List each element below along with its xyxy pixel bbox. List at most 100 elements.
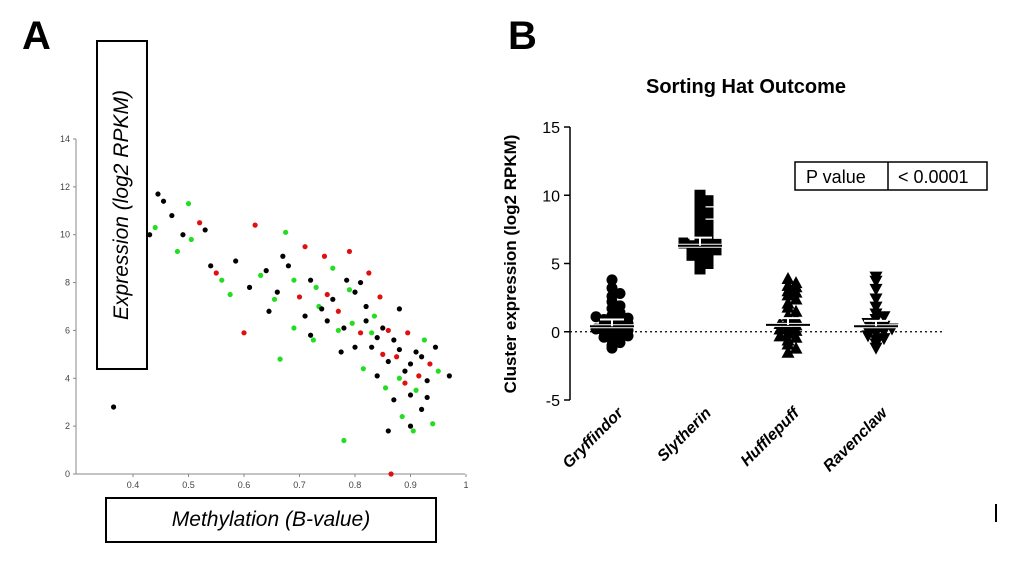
y-tick-label-a: 6: [65, 325, 70, 335]
x-tick-label-a: 0.8: [349, 480, 362, 490]
scatter-point: [346, 248, 353, 255]
marker-triangle-up: [789, 276, 803, 289]
marker-triangle-down: [869, 271, 883, 284]
scatter-point: [174, 248, 180, 255]
scatter-point: [399, 413, 405, 420]
scatter-point: [263, 268, 269, 274]
marker-triangle-up: [781, 345, 795, 358]
scatter-point: [352, 289, 358, 295]
marker-square: [678, 237, 690, 249]
scatter-point: [252, 222, 258, 228]
scatter-point: [319, 306, 325, 312]
scatter-point: [374, 335, 380, 341]
scatter-point: [277, 356, 283, 362]
scatter-point: [338, 349, 344, 355]
scatter-point: [380, 351, 386, 357]
marker-square: [694, 203, 706, 215]
marker-circle: [590, 311, 602, 323]
scatter-point: [391, 337, 397, 343]
scatter-point: [416, 373, 422, 379]
x-tick-label-a: 0.7: [293, 480, 306, 490]
scatter-point: [241, 330, 247, 336]
scatter-point: [407, 392, 414, 398]
marker-square: [702, 195, 714, 207]
scatter-point: [344, 277, 350, 283]
scatter-point: [424, 378, 430, 384]
panel-label-a: A: [22, 14, 51, 58]
y-tick-label-a: 0: [65, 469, 70, 479]
scatter-point: [110, 404, 117, 410]
scatter-point: [302, 313, 308, 319]
scatter-point: [363, 303, 369, 310]
scatter-point: [352, 344, 358, 350]
scatter-point: [308, 277, 314, 283]
scatter-point: [410, 428, 416, 434]
p-value-label: P value: [806, 167, 866, 187]
scatter-point: [349, 320, 355, 326]
scatter-point: [369, 330, 375, 336]
x-tick-label-a: 0.6: [238, 480, 251, 490]
y-tick-label-b: 15: [542, 120, 560, 137]
marker-triangle-down: [869, 301, 883, 314]
scatter-point: [366, 270, 372, 276]
x-tick-label-a: 0.9: [404, 480, 417, 490]
y-axis-label-a: Expression (log2 RPKM): [96, 40, 148, 370]
scatter-point: [308, 332, 314, 338]
scatter-point: [413, 349, 419, 355]
scatter-point: [285, 263, 291, 269]
scatter-point: [233, 258, 239, 264]
marker-square: [694, 255, 706, 267]
x-axis-label-a: Methylation (B-value): [105, 497, 437, 543]
marker-square: [702, 219, 714, 231]
chart-title-b: Sorting Hat Outcome: [646, 76, 846, 98]
marker-triangle-up: [789, 292, 803, 305]
scatter-point: [424, 394, 430, 401]
scatter-point: [219, 277, 225, 283]
scatter-point: [180, 232, 186, 238]
scatter-point: [258, 272, 264, 278]
scatter-point: [369, 344, 375, 350]
category-label-hufflepuff: Hufflepuff: [738, 404, 804, 470]
scatter-point: [446, 373, 452, 379]
scatter-point: [357, 279, 364, 286]
scatter-point: [421, 337, 427, 343]
scatter-point: [363, 318, 369, 324]
scatter-point: [419, 354, 425, 360]
y-tick-label-b: 5: [551, 257, 560, 274]
scatter-point: [430, 421, 436, 427]
y-tick-label-a: 2: [65, 421, 70, 431]
p-value-value: < 0.0001: [898, 167, 969, 187]
scatter-point: [266, 308, 272, 314]
scatter-point: [202, 227, 208, 233]
scatter-point: [435, 368, 441, 374]
marker-square: [694, 223, 706, 235]
marker-circle: [614, 288, 626, 300]
scatter-point: [280, 253, 286, 259]
category-label-gryffindor: Gryffindor: [560, 404, 628, 472]
scatter-point: [402, 368, 408, 374]
scatter-point: [213, 270, 219, 276]
marker-square: [694, 242, 706, 254]
scatter-point: [385, 428, 391, 434]
scatter-point: [335, 327, 341, 334]
scatter-point: [407, 361, 414, 367]
marker-circle: [606, 282, 618, 294]
scatter-point: [357, 330, 364, 336]
scatter-point: [371, 313, 378, 319]
scatter-point: [291, 325, 297, 331]
marker-circle: [606, 274, 618, 286]
scatter-point: [271, 296, 278, 302]
scatter-point: [427, 361, 433, 367]
marker-triangle-up: [789, 330, 803, 343]
scatter-point: [321, 253, 328, 259]
scatter-point: [274, 289, 280, 295]
marker-triangle-down: [869, 308, 883, 321]
scatter-point: [396, 375, 402, 381]
scatter-point: [380, 325, 386, 331]
y-tick-label-a: 4: [65, 373, 70, 383]
scatter-point: [313, 284, 319, 290]
x-tick-label-a: 0.5: [182, 480, 195, 490]
marker-square: [694, 230, 706, 242]
scatter-point: [346, 287, 353, 293]
y-tick-label-b: -5: [546, 393, 560, 410]
